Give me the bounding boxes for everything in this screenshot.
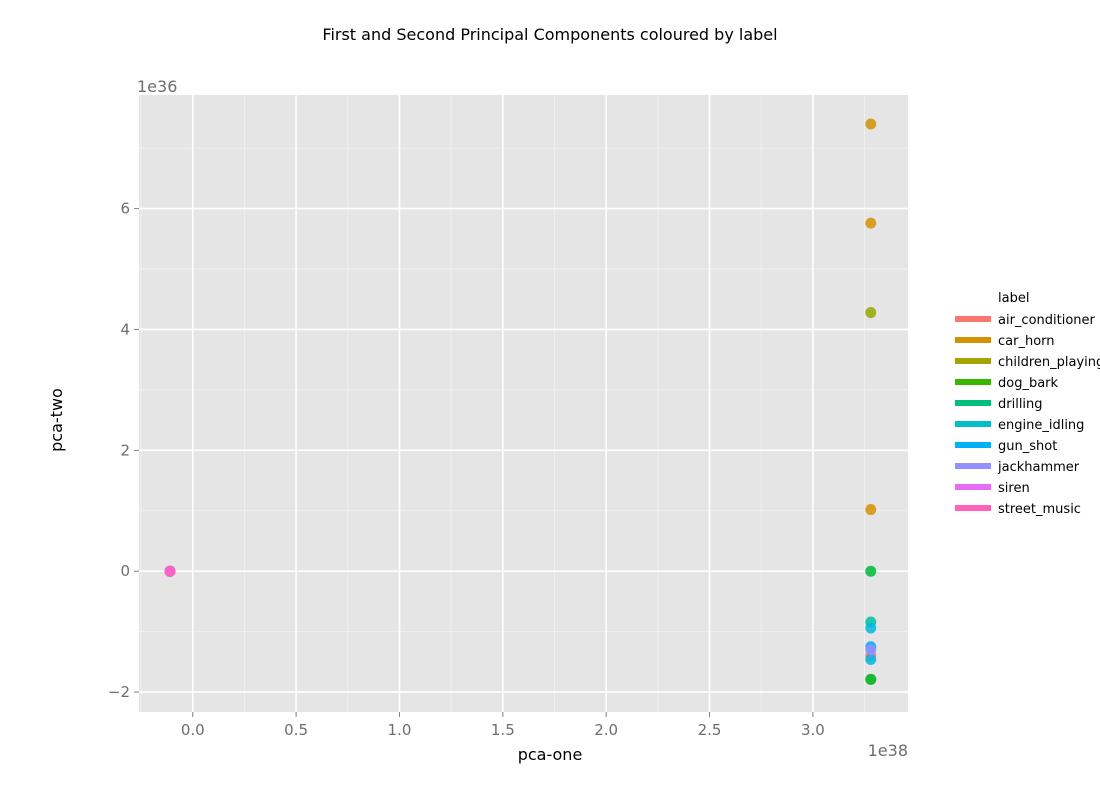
- y-axis-label: pca-two: [47, 388, 66, 452]
- legend-item-siren: siren: [998, 481, 1030, 496]
- data-point-children-playing: [865, 307, 877, 319]
- data-point-dog-bark: [865, 565, 877, 577]
- legend-item-drilling: drilling: [998, 397, 1043, 412]
- y-tick-label: 2: [120, 441, 130, 459]
- legend-item-gun-shot: gun_shot: [998, 439, 1057, 454]
- legend-swatch: [955, 337, 991, 343]
- y-tick-label: 4: [120, 320, 130, 338]
- x-tick-label: 2.0: [594, 721, 618, 739]
- axis-ticks: 0.0 0.5 1.0 1.5 2.0 2.5 3.0 −2 0 2 4 6: [108, 200, 825, 739]
- legend-swatch: [955, 421, 991, 427]
- x-exponent-label: 1e38: [868, 741, 908, 760]
- data-point-engine-idling: [865, 622, 877, 634]
- legend-swatch: [955, 400, 991, 406]
- x-tick-label: 0.5: [284, 721, 308, 739]
- legend-item-children-playing: children_playing: [998, 355, 1100, 370]
- data-point-car-horn: [865, 118, 877, 130]
- y-exponent-label: 1e36: [137, 77, 177, 96]
- legend-item-street-music: street_music: [998, 502, 1081, 517]
- y-tick-label: −2: [108, 683, 130, 701]
- x-tick-label: 2.5: [698, 721, 722, 739]
- data-point-car-horn: [865, 504, 877, 516]
- data-point-engine-idling: [865, 653, 877, 665]
- legend: label air_conditioner car_horn children_pl…: [955, 291, 1100, 517]
- x-tick-label: 1.0: [388, 721, 412, 739]
- legend-swatch: [955, 379, 991, 385]
- x-tick-label: 0.0: [181, 721, 205, 739]
- legend-swatch: [955, 316, 991, 322]
- data-point-car-horn: [865, 217, 877, 229]
- legend-swatch: [955, 442, 991, 448]
- legend-swatch: [955, 463, 991, 469]
- data-point-jackhammer: [865, 644, 877, 656]
- legend-item-car-horn: car_horn: [998, 334, 1055, 349]
- major-gridlines: [139, 95, 908, 712]
- data-point-street-music: [164, 565, 176, 577]
- y-tick-label: 6: [120, 200, 130, 218]
- x-axis-label: pca-one: [518, 745, 583, 764]
- legend-swatch: [955, 358, 991, 364]
- y-tick-label: 0: [120, 562, 130, 580]
- legend-item-engine-idling: engine_idling: [998, 418, 1084, 433]
- legend-swatch: [955, 484, 991, 490]
- legend-item-air-conditioner: air_conditioner: [998, 313, 1096, 328]
- x-tick-label: 1.5: [491, 721, 515, 739]
- minor-gridlines: [139, 95, 908, 712]
- data-points: [164, 118, 877, 685]
- legend-swatch: [955, 505, 991, 511]
- legend-title: label: [998, 291, 1029, 306]
- chart-title: First and Second Principal Components co…: [322, 25, 777, 44]
- legend-item-dog-bark: dog_bark: [998, 376, 1059, 391]
- data-point-dog-bark: [865, 673, 877, 685]
- x-tick-label: 3.0: [801, 721, 825, 739]
- plot-panel: [139, 95, 908, 712]
- legend-item-jackhammer: jackhammer: [997, 460, 1080, 475]
